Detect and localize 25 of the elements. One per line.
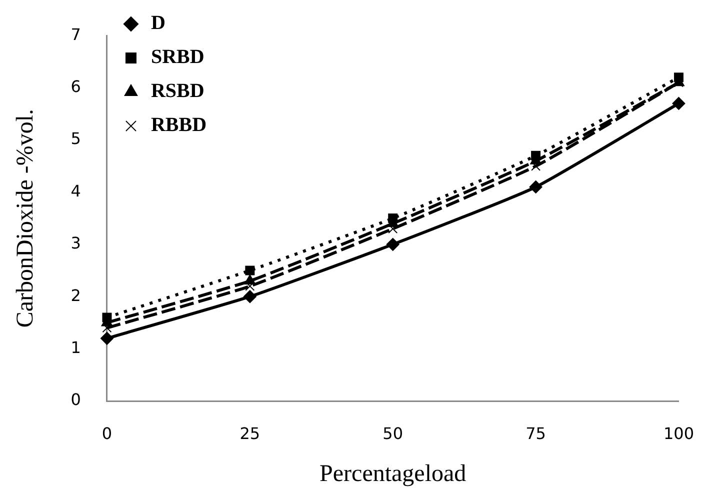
y-tick-label: 7 [70, 24, 81, 44]
y-tick-label: 4 [70, 181, 81, 200]
y-tick-label: 2 [70, 286, 81, 305]
y-tick-label: 0 [70, 390, 81, 410]
point [245, 266, 255, 276]
legend-label: RSBD [150, 80, 204, 102]
point [243, 290, 256, 304]
x-tick-label: 50 [382, 424, 404, 443]
x-tick-label: 100 [663, 424, 694, 443]
x-tick-label: 75 [526, 424, 546, 443]
x-tick-label: 25 [240, 424, 260, 443]
y-tick-label: 5 [70, 129, 81, 148]
point [386, 238, 400, 251]
point [100, 332, 114, 345]
legend-label: SRBD [150, 46, 204, 68]
y-tick-label: 6 [70, 76, 81, 96]
legend-label: RBBD [150, 114, 207, 136]
point [529, 180, 542, 194]
y-axis-title: CarbonDioxide -%vol. [12, 108, 39, 328]
x-tick-label: 0 [102, 424, 112, 443]
legend-label: D [150, 12, 166, 34]
y-tick-label: 1 [70, 338, 81, 357]
x-axis-title: Percentageload [320, 460, 466, 487]
point [672, 96, 686, 110]
y-tick-label: 3 [70, 234, 81, 253]
